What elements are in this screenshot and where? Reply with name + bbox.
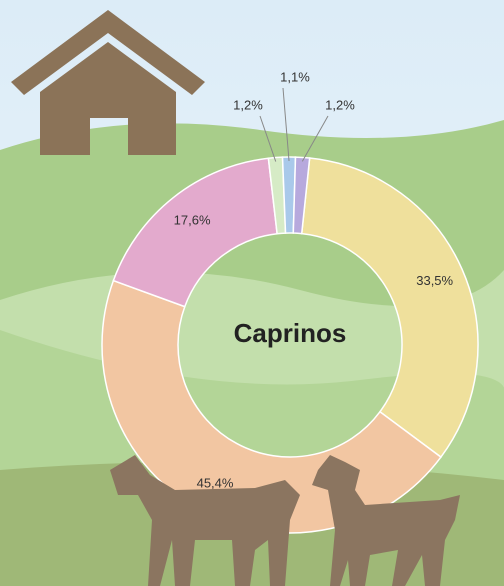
donut-slice xyxy=(300,157,479,459)
leader-line xyxy=(282,87,290,162)
value-label: 1,2% xyxy=(325,97,355,112)
value-label: 1,1% xyxy=(280,69,310,84)
value-label: 45,4% xyxy=(197,476,234,491)
value-label: 1,2% xyxy=(233,97,263,112)
leader-line xyxy=(301,115,329,162)
center-title: Caprinos xyxy=(234,318,347,348)
house-icon xyxy=(11,10,205,155)
donut-slice xyxy=(292,156,311,235)
goats xyxy=(110,455,460,586)
leader-line xyxy=(259,115,277,162)
value-label: 17,6% xyxy=(174,212,211,227)
value-label: 33,5% xyxy=(416,273,453,288)
